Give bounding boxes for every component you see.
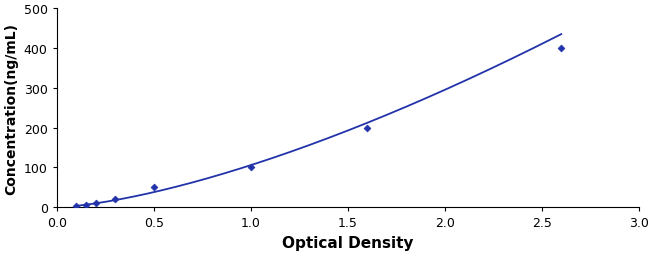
X-axis label: Optical Density: Optical Density xyxy=(282,235,413,250)
Y-axis label: Concentration(ng/mL): Concentration(ng/mL) xyxy=(4,23,18,194)
